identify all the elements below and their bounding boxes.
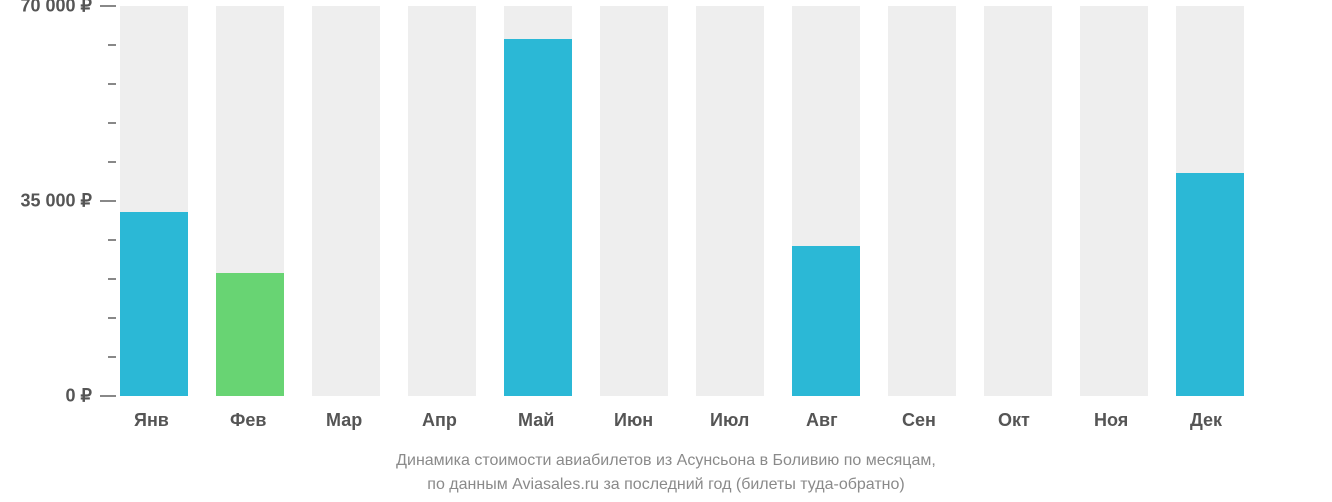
month-slot: [1080, 6, 1176, 396]
y-tick-minor: [108, 122, 116, 124]
x-axis-label: Янв: [134, 410, 230, 431]
month-slot: [312, 6, 408, 396]
month-bg-column: [600, 6, 668, 396]
x-axis-label: Дек: [1190, 410, 1286, 431]
x-axis-label: Май: [518, 410, 614, 431]
x-axis-label: Авг: [806, 410, 902, 431]
price-bar: [216, 273, 284, 396]
x-axis-label: Окт: [998, 410, 1094, 431]
month-bg-column: [888, 6, 956, 396]
price-dynamics-chart: 0 ₽ 35 000 ₽ 70 000 ₽ ЯнвФевМарАпрМайИюнИю…: [0, 0, 1332, 502]
month-slot: [792, 6, 888, 396]
price-bar: [120, 212, 188, 396]
y-axis-label: 0 ₽: [0, 386, 92, 407]
month-slot: [504, 6, 600, 396]
month-bg-column: [408, 6, 476, 396]
y-tick-minor: [108, 239, 116, 241]
y-axis-label: 70 000 ₽: [0, 0, 92, 17]
price-bar: [1176, 173, 1244, 396]
y-tick-minor: [108, 83, 116, 85]
y-tick-major: [100, 395, 116, 397]
month-bg-column: [984, 6, 1052, 396]
month-bg-column: [696, 6, 764, 396]
month-slot: [984, 6, 1080, 396]
month-bg-column: [312, 6, 380, 396]
y-tick-minor: [108, 356, 116, 358]
y-tick-minor: [108, 278, 116, 280]
month-slot: [120, 6, 216, 396]
x-axis-label: Июн: [614, 410, 710, 431]
chart-caption-line2: по данным Aviasales.ru за последний год …: [0, 476, 1332, 494]
price-bar: [792, 246, 860, 396]
month-bg-column: [1080, 6, 1148, 396]
x-axis-label: Мар: [326, 410, 422, 431]
y-axis-label: 35 000 ₽: [0, 191, 92, 212]
chart-caption-line1: Динамика стоимости авиабилетов из Асунсь…: [0, 452, 1332, 470]
x-axis-label: Фев: [230, 410, 326, 431]
price-bar: [504, 39, 572, 396]
month-slot: [216, 6, 312, 396]
y-tick-minor: [108, 44, 116, 46]
x-axis-label: Июл: [710, 410, 806, 431]
x-axis-label: Апр: [422, 410, 518, 431]
y-tick-major: [100, 200, 116, 202]
y-tick-minor: [108, 317, 116, 319]
month-slot: [696, 6, 792, 396]
x-axis-label: Сен: [902, 410, 998, 431]
y-tick-minor: [108, 161, 116, 163]
plot-area: [120, 6, 1320, 396]
month-slot: [408, 6, 504, 396]
month-slot: [600, 6, 696, 396]
month-slot: [888, 6, 984, 396]
y-tick-major: [100, 5, 116, 7]
month-slot: [1176, 6, 1272, 396]
x-axis-label: Ноя: [1094, 410, 1190, 431]
